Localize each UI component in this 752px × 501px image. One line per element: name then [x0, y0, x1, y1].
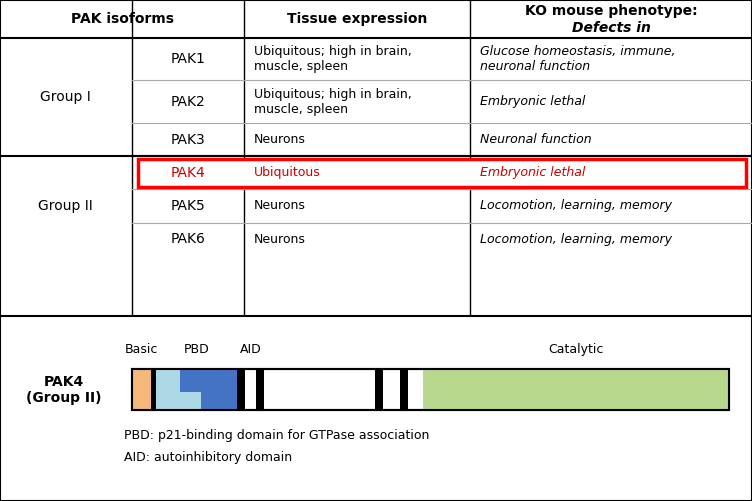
Bar — [150, 369, 156, 410]
Text: Embryonic lethal: Embryonic lethal — [480, 95, 585, 108]
Text: Group II: Group II — [38, 199, 93, 213]
Bar — [400, 369, 408, 410]
Bar — [132, 369, 729, 410]
Text: Neurons: Neurons — [254, 133, 306, 146]
Bar — [375, 369, 384, 410]
Text: Embryonic lethal: Embryonic lethal — [480, 166, 585, 179]
Text: Catalytic: Catalytic — [549, 343, 604, 356]
Text: Ubiquitous; high in brain,
muscle, spleen: Ubiquitous; high in brain, muscle, splee… — [254, 88, 412, 116]
Bar — [132, 369, 150, 410]
Bar — [180, 369, 237, 392]
Text: Basic: Basic — [125, 343, 158, 356]
Text: PBD: PBD — [183, 343, 209, 356]
Bar — [132, 369, 729, 410]
Text: PAK5: PAK5 — [171, 199, 205, 213]
Text: AID: AID — [240, 343, 262, 356]
Text: Tissue expression: Tissue expression — [287, 12, 427, 26]
Text: KO mouse phenotype:: KO mouse phenotype: — [525, 4, 697, 18]
Text: PAK4
(Group II): PAK4 (Group II) — [26, 375, 102, 405]
Text: PAK6: PAK6 — [171, 232, 205, 246]
Text: PAK3: PAK3 — [171, 133, 205, 147]
Text: Neurons: Neurons — [254, 199, 306, 212]
Text: PBD: p21-binding domain for GTPase association: PBD: p21-binding domain for GTPase assoc… — [124, 429, 429, 442]
Text: PAK2: PAK2 — [171, 95, 205, 109]
Text: Defects in: Defects in — [572, 22, 650, 36]
Text: Group I: Group I — [41, 90, 91, 104]
Text: Neurons: Neurons — [254, 232, 306, 245]
Bar — [201, 369, 237, 410]
Text: PAK1: PAK1 — [171, 52, 205, 66]
Text: Locomotion, learning, memory: Locomotion, learning, memory — [480, 199, 672, 212]
Text: Locomotion, learning, memory: Locomotion, learning, memory — [480, 232, 672, 245]
Bar — [423, 369, 729, 410]
Text: PAK isoforms: PAK isoforms — [71, 12, 174, 26]
Text: Glucose homeostasis, immune,
neuronal function: Glucose homeostasis, immune, neuronal fu… — [480, 45, 675, 73]
Text: Ubiquitous; high in brain,
muscle, spleen: Ubiquitous; high in brain, muscle, splee… — [254, 45, 412, 73]
Bar — [156, 369, 237, 410]
Text: AID: autoinhibitory domain: AID: autoinhibitory domain — [124, 451, 293, 464]
Bar — [256, 369, 264, 410]
Bar — [138, 159, 746, 187]
Bar — [237, 369, 245, 410]
Text: Neuronal function: Neuronal function — [480, 133, 591, 146]
Text: Ubiquitous: Ubiquitous — [254, 166, 321, 179]
Text: PAK4: PAK4 — [171, 166, 205, 180]
